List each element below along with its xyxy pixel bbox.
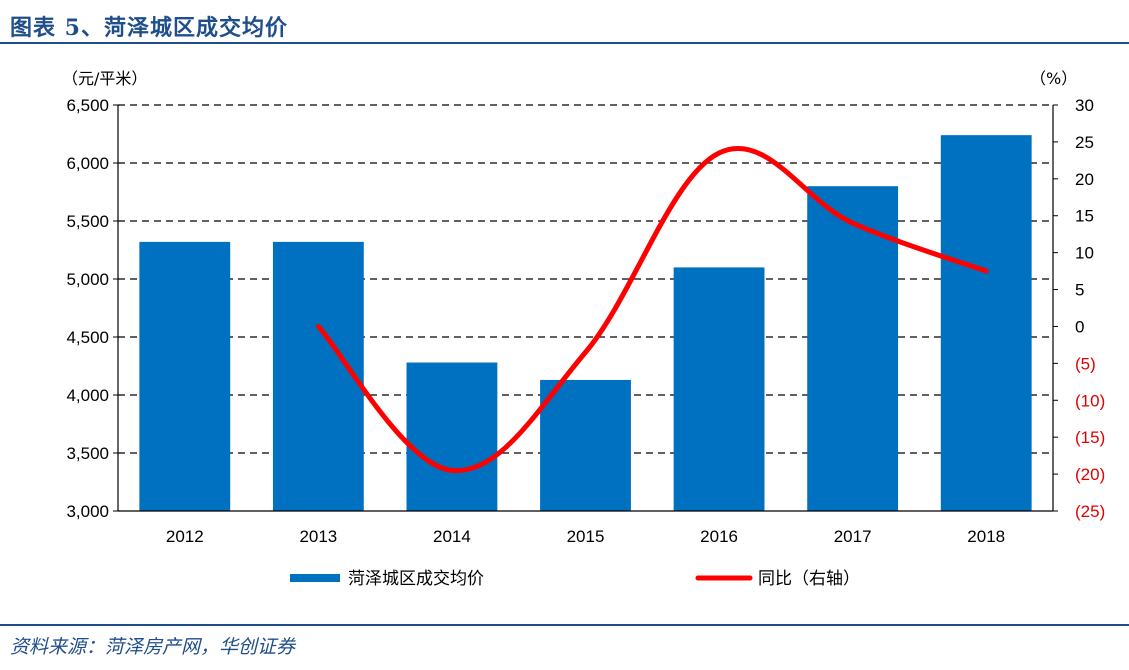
right-tick-label: (15) (1075, 428, 1105, 447)
right-tick-label: 30 (1075, 96, 1094, 115)
x-tick-label: 2015 (567, 527, 605, 546)
bar-2012 (139, 241, 231, 511)
bar-series (139, 135, 1032, 511)
left-axis-unit: （元/平米） (62, 69, 147, 88)
title-divider (0, 42, 1129, 44)
x-axis-ticks: 2012 2013 2014 2015 2016 2017 2018 (166, 527, 1005, 546)
bar-2018 (940, 135, 1032, 511)
x-tick-label: 2012 (166, 527, 204, 546)
right-tick-label: (20) (1075, 465, 1105, 484)
left-tick-label: 5,000 (66, 270, 109, 289)
right-tick-label: 5 (1075, 281, 1084, 300)
left-tick-label: 3,500 (66, 444, 109, 463)
legend: 菏泽城区成交均价 同比（右轴） (290, 569, 860, 589)
bar-2017 (807, 186, 899, 511)
bar-2014 (406, 362, 498, 511)
legend-bar-label: 菏泽城区成交均价 (348, 569, 484, 589)
x-tick-label: 2013 (299, 527, 337, 546)
right-tick-label: 10 (1075, 244, 1094, 263)
right-tick-label: (25) (1075, 502, 1105, 521)
right-tick-label: 20 (1075, 170, 1094, 189)
source-note: 资料来源：菏泽房产网，华创证券 (10, 636, 296, 658)
left-tick-label: 4,000 (66, 386, 109, 405)
footer-divider (0, 624, 1129, 626)
axes (117, 105, 1054, 512)
legend-bar-swatch (290, 574, 340, 582)
left-tick-label: 3,000 (66, 502, 109, 521)
x-tick-label: 2017 (834, 527, 872, 546)
x-tick-label: 2018 (967, 527, 1005, 546)
right-tick-label: 15 (1075, 207, 1094, 226)
left-tick-label: 6,000 (66, 154, 109, 173)
right-tick-label: (5) (1075, 354, 1096, 373)
x-tick-label: 2016 (700, 527, 738, 546)
right-tick-label: 25 (1075, 133, 1094, 152)
left-axis-ticks: 3,000 3,500 4,000 4,500 5,000 5,500 6,000 6,500 (66, 96, 118, 521)
left-tick-label: 5,500 (66, 212, 109, 231)
legend-line-label: 同比（右轴） (758, 569, 860, 589)
x-tick-label: 2014 (433, 527, 471, 546)
right-tick-label: 0 (1075, 317, 1084, 336)
right-axis-ticks: 30 25 20 15 10 5 0 (5) (10) (15) (20) (25) (1053, 96, 1105, 521)
bar-2015 (540, 379, 631, 511)
line-series (315, 145, 989, 473)
bar-2013 (272, 241, 364, 511)
right-tick-label: (10) (1075, 391, 1105, 410)
chart: （元/平米） （%） 3,000 3,500 4,000 4,500 5,000 5,50… (62, 69, 1105, 589)
bar-2016 (673, 267, 765, 511)
left-tick-label: 4,500 (66, 328, 109, 347)
right-axis-unit: （%） (1030, 69, 1077, 88)
left-tick-label: 6,500 (66, 96, 109, 115)
chart-title: 图表 5、菏泽城区成交均价 (10, 15, 288, 41)
